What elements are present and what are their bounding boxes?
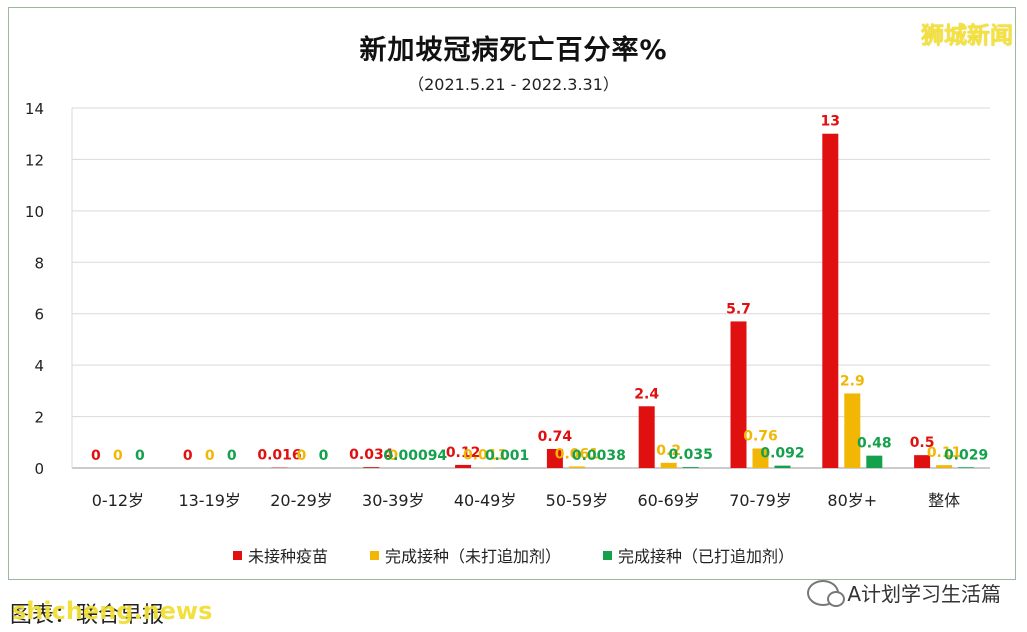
y-tick-label: 6 xyxy=(34,306,44,324)
x-tick-label: 20-29岁 xyxy=(270,491,333,510)
account-name: A计划学习生活篇 xyxy=(847,582,1001,606)
data-label: 0.035 xyxy=(669,447,713,463)
x-tick-label: 50-59岁 xyxy=(546,491,609,510)
data-label: 0.092 xyxy=(760,446,804,462)
bar-2 xyxy=(844,393,861,468)
data-label: 0.11 xyxy=(927,445,962,461)
data-label: 0.12 xyxy=(446,445,481,461)
data-label: 0.029 xyxy=(944,447,988,463)
source-credit: 图表：联合早报 xyxy=(10,603,165,628)
data-label: 2.4 xyxy=(634,386,659,402)
x-tick-label: 30-39岁 xyxy=(362,491,425,510)
y-tick-label: 8 xyxy=(34,254,44,272)
data-label: 0 xyxy=(319,448,329,464)
bar-1 xyxy=(822,133,839,468)
brand-watermark: 狮城新闻 xyxy=(921,23,1013,49)
wechat-icon xyxy=(807,579,846,607)
bar-3 xyxy=(866,455,883,468)
data-label: 0.2 xyxy=(656,443,681,459)
bar-1 xyxy=(730,321,747,468)
bar-3 xyxy=(682,467,699,468)
data-label: 0.48 xyxy=(857,436,892,452)
bar-1 xyxy=(546,448,563,468)
data-label: 0.061 xyxy=(555,446,599,462)
data-label: 0 xyxy=(205,448,215,464)
data-label: 0.74 xyxy=(538,429,573,445)
chart-title: 新加坡冠病死亡百分率% xyxy=(359,35,668,66)
chart-legend: 未接种疫苗 完成接种（未打追加剂） 完成接种（已打追加剂） xyxy=(0,543,1027,567)
y-tick-label: 12 xyxy=(25,151,44,169)
x-tick-label: 70-79岁 xyxy=(729,491,792,510)
data-label: 0 xyxy=(113,448,123,464)
data-label: 0.016 xyxy=(257,448,301,464)
y-tick-label: 2 xyxy=(34,409,44,427)
x-tick-label: 13-19岁 xyxy=(178,491,241,510)
data-label: 0.034 xyxy=(349,447,394,463)
legend-swatch-boosted xyxy=(603,550,612,560)
chart-subtitle: （2021.5.21 - 2022.3.31） xyxy=(408,75,619,94)
legend-item-unvaccinated: 未接种疫苗 xyxy=(232,543,328,567)
data-label: 0.011 xyxy=(463,448,507,464)
legend-swatch-vaccinated-no-booster xyxy=(369,550,379,560)
data-label: 2.9 xyxy=(840,373,865,389)
bar-1 xyxy=(363,467,380,468)
bar-1 xyxy=(638,406,655,468)
data-label: 5.7 xyxy=(726,301,751,317)
x-tick-label: 60-69岁 xyxy=(637,491,700,510)
y-tick-label: 4 xyxy=(34,357,44,375)
y-tick-label: 10 xyxy=(25,203,44,221)
x-tick-label: 80岁+ xyxy=(827,491,877,510)
data-label: 0 xyxy=(297,448,307,464)
bar-2 xyxy=(660,462,677,468)
data-label: 13 xyxy=(821,114,840,130)
bar-2 xyxy=(752,448,769,468)
legend-label-boosted: 完成接种（已打追加剂） xyxy=(618,547,795,566)
data-label: 0.00094 xyxy=(383,448,447,464)
y-tick-label: 0 xyxy=(34,460,44,478)
data-label: 0.001 xyxy=(485,448,529,464)
bar-1 xyxy=(914,455,931,468)
data-label: 0 xyxy=(183,448,193,464)
legend-swatch-unvaccinated xyxy=(232,550,242,560)
x-tick-label: 40-49岁 xyxy=(454,491,517,510)
chart-frame xyxy=(8,7,1016,580)
bar-1 xyxy=(455,464,472,468)
site-watermark: shicheng.news xyxy=(12,597,213,625)
data-label: 0.76 xyxy=(743,428,778,444)
legend-label-unvaccinated: 未接种疫苗 xyxy=(247,547,328,566)
data-label: 0 xyxy=(135,448,145,464)
x-tick-label: 整体 xyxy=(928,491,960,510)
x-tick-label: 0-12岁 xyxy=(92,491,144,510)
data-label: 0.0038 xyxy=(572,448,626,464)
account-credit: A计划学习生活篇 xyxy=(807,578,1001,607)
bar-3 xyxy=(958,467,975,468)
legend-item-boosted: 完成接种（已打追加剂） xyxy=(603,543,794,567)
bar-3 xyxy=(774,465,791,468)
data-label: 0.5 xyxy=(910,435,935,451)
y-tick-label: 14 xyxy=(25,100,44,118)
data-label: 0 xyxy=(388,448,398,464)
bar-2 xyxy=(936,465,953,468)
bar-2 xyxy=(568,466,585,468)
data-label: 0 xyxy=(227,448,237,464)
data-label: 0 xyxy=(91,448,101,464)
legend-item-vaccinated-no-booster: 完成接种（未打追加剂） xyxy=(369,543,561,567)
legend-label-vaccinated-no-booster: 完成接种（未打追加剂） xyxy=(384,547,561,566)
